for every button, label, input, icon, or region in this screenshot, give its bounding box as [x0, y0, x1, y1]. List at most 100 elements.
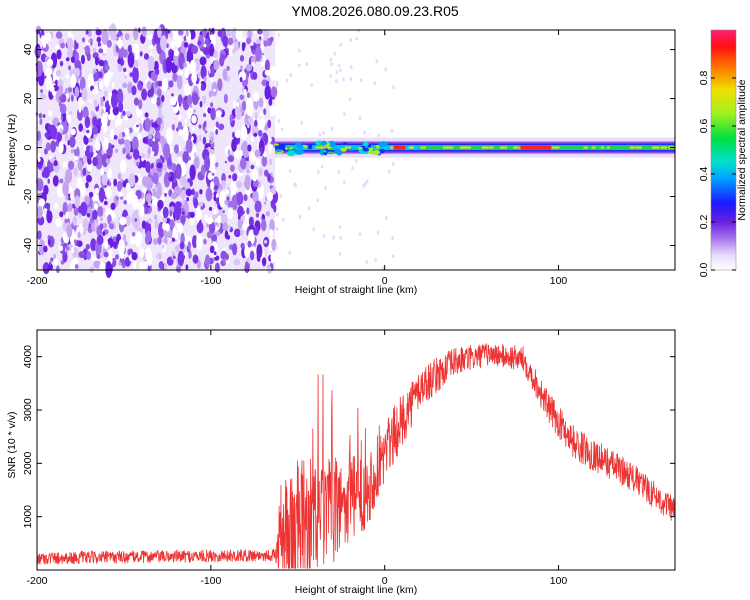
noise-speckle: [100, 150, 104, 154]
noise-speckle: [124, 75, 127, 79]
noise-speckle: [111, 92, 118, 109]
band-turbulence: [327, 151, 334, 155]
band-turbulence: [363, 141, 369, 147]
noise-speckle: [222, 68, 228, 81]
sparse-speckle: [348, 97, 352, 102]
noise-speckle: [180, 175, 187, 187]
noise-speckle: [118, 132, 123, 140]
noise-speckle: [124, 127, 130, 135]
noise-speckle: [240, 229, 244, 236]
band-turbulence: [286, 150, 296, 156]
band-fleck: [345, 146, 351, 149]
noise-speckle: [227, 200, 234, 208]
noise-speckle: [239, 65, 243, 70]
noise-speckle: [62, 251, 68, 263]
noise-speckle: [209, 148, 215, 155]
noise-speckle: [99, 261, 107, 275]
noise-speckle: [185, 139, 193, 154]
sparse-speckle: [359, 78, 363, 83]
noise-speckle: [199, 100, 203, 108]
sparse-speckle: [339, 42, 343, 47]
noise-speckle: [157, 88, 162, 97]
noise-speckle: [118, 46, 125, 58]
sparse-speckle: [342, 77, 345, 82]
noise-speckle: [83, 145, 87, 152]
noise-speckle: [131, 194, 139, 211]
noise-speckle: [191, 72, 198, 84]
sparse-speckle: [317, 170, 320, 175]
noise-speckle: [123, 67, 127, 73]
noise-speckle: [248, 216, 254, 227]
noise-speckle: [69, 136, 76, 148]
noise-speckle: [134, 209, 139, 215]
noise-speckle: [194, 191, 199, 199]
noise-speckle: [151, 82, 155, 86]
noise-speckle: [141, 116, 144, 122]
noise-speckle: [256, 39, 261, 44]
noise-speckle: [187, 241, 191, 250]
noise-speckle: [113, 135, 118, 140]
noise-speckle: [136, 124, 139, 128]
noise-speckle: [176, 266, 181, 273]
noise-speckle: [134, 59, 139, 69]
noise-speckle: [247, 92, 251, 99]
noise-speckle: [252, 180, 259, 188]
noise-speckle: [47, 178, 50, 184]
noise-speckle: [103, 200, 108, 206]
band-fleck: [629, 146, 636, 149]
noise-speckle: [117, 120, 122, 126]
noise-speckle: [263, 240, 268, 244]
sparse-speckle: [365, 259, 368, 264]
noise-speckle: [117, 108, 124, 124]
noise-speckle: [233, 228, 241, 238]
noise-speckle: [73, 207, 79, 216]
band-fleck: [600, 146, 605, 149]
noise-speckle: [172, 255, 176, 260]
noise-speckle: [209, 151, 216, 166]
noise-speckle: [152, 197, 159, 207]
noise-speckle: [58, 141, 64, 154]
noise-speckle: [103, 137, 109, 151]
sparse-speckle: [350, 65, 353, 70]
noise-speckle: [141, 153, 146, 159]
noise-speckle: [191, 45, 199, 54]
noise-speckle: [145, 192, 152, 203]
noise-speckle: [183, 62, 188, 68]
noise-speckle: [161, 244, 165, 249]
noise-speckle: [224, 199, 229, 206]
sparse-speckle: [338, 251, 342, 256]
band-fleck: [464, 146, 471, 149]
noise-speckle: [200, 164, 206, 176]
noise-speckle: [154, 219, 159, 230]
noise-speckle: [266, 191, 273, 202]
noise-speckle: [127, 51, 135, 68]
noise-speckle: [216, 231, 221, 237]
noise-speckle: [145, 79, 148, 84]
band-fleck: [488, 146, 494, 149]
sparse-speckle: [363, 130, 366, 135]
noise-speckle: [35, 60, 43, 77]
band-fleck: [390, 146, 393, 149]
noise-speckle: [73, 49, 77, 56]
noise-speckle: [78, 251, 85, 259]
noise-speckle: [113, 241, 117, 248]
noise-speckle: [222, 35, 229, 47]
noise-speckle: [214, 202, 217, 206]
sparse-speckle: [335, 70, 339, 75]
noise-speckle: [98, 80, 104, 90]
noise-speckle: [138, 99, 143, 110]
noise-speckle: [86, 174, 92, 183]
noise-speckle: [52, 175, 59, 187]
noise-speckle: [202, 136, 207, 145]
noise-speckle: [83, 127, 86, 133]
noise-speckle: [146, 153, 150, 159]
noise-speckle: [227, 37, 234, 46]
noise-speckle: [240, 157, 247, 170]
noise-speckle: [221, 213, 228, 226]
y-tick-label: 20: [22, 93, 34, 105]
sparse-speckle: [355, 36, 358, 41]
noise-speckle: [235, 102, 243, 120]
noise-speckle: [118, 261, 122, 266]
noise-speckle: [255, 158, 260, 167]
noise-speckle: [247, 123, 250, 129]
